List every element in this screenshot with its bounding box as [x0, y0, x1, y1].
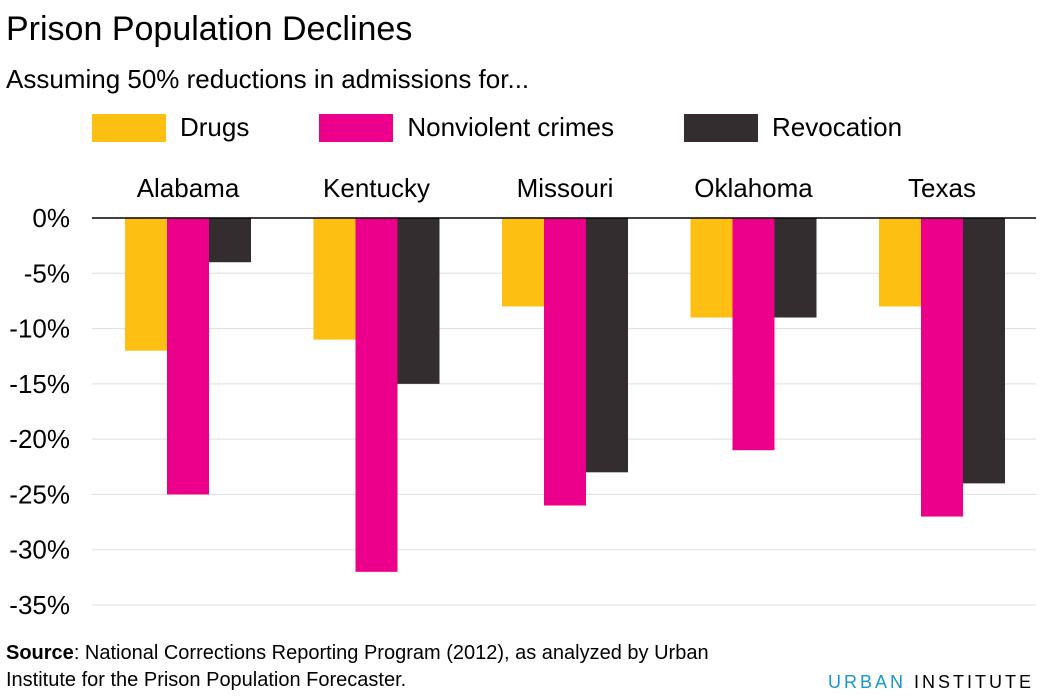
bar [209, 218, 251, 263]
brand-institute: INSTITUTE [914, 672, 1034, 692]
category-label: Missouri [517, 173, 614, 203]
y-tick-label: -5% [24, 258, 70, 288]
bar [502, 218, 544, 307]
bar [690, 218, 733, 318]
category-label: Texas [908, 173, 976, 203]
bar [313, 218, 356, 340]
legend-item-revocation: Revocation [684, 112, 902, 143]
source-note: Source: National Corrections Reporting P… [6, 640, 726, 694]
y-tick-label: -15% [9, 369, 70, 399]
bar [397, 218, 440, 384]
bar [167, 218, 209, 495]
source-text: : National Corrections Reporting Program… [6, 642, 709, 691]
y-tick-label: -20% [9, 424, 70, 454]
y-tick-label: -30% [9, 535, 70, 565]
legend-label-drugs: Drugs [180, 112, 250, 142]
legend-swatch-revocation [684, 113, 758, 142]
urban-institute-logo: URBAN INSTITUTE [828, 672, 1034, 693]
y-tick-label: -10% [9, 314, 70, 344]
category-label: Kentucky [323, 173, 430, 203]
bar [774, 218, 817, 318]
bar [732, 218, 775, 451]
bar [879, 218, 921, 307]
legend: Drugs Nonviolent crimes Revocation [92, 112, 902, 143]
legend-swatch-nonviolent [319, 113, 394, 142]
bar [921, 218, 963, 517]
legend-swatch-drugs [92, 113, 166, 142]
bar [544, 218, 586, 506]
chart-subtitle: Assuming 50% reductions in admissions fo… [6, 64, 530, 94]
legend-label-revocation: Revocation [772, 112, 903, 142]
y-tick-label: -35% [9, 590, 70, 620]
chart-title: Prison Population Declines [6, 10, 413, 48]
bar-chart: 0% -5% -10% -15% -20% -25% -30% -35% Alabama Kent… [9, 173, 1036, 620]
category-label: Oklahoma [694, 173, 813, 203]
category-label: Alabama [137, 173, 240, 203]
source-label: Source [6, 642, 74, 664]
legend-label-nonviolent: Nonviolent crimes [407, 112, 614, 142]
y-tick-label: -25% [9, 479, 70, 509]
bar [963, 218, 1005, 484]
bar [125, 218, 167, 351]
bar [586, 218, 628, 473]
legend-item-drugs: Drugs [92, 112, 249, 143]
y-tick-label: 0% [32, 203, 70, 233]
bar [355, 218, 398, 572]
legend-item-nonviolent: Nonviolent crimes [319, 112, 614, 143]
brand-urban: URBAN [827, 672, 906, 692]
